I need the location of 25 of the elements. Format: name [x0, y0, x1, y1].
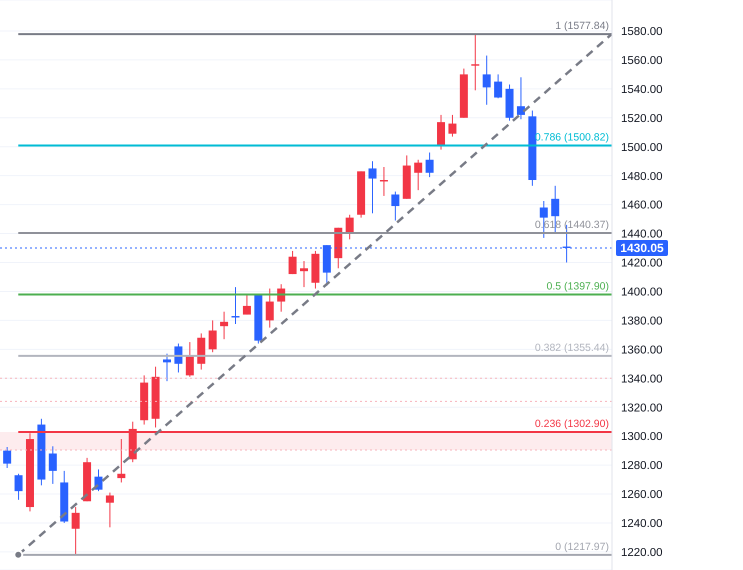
y-tick-label: 1580.00: [621, 26, 663, 38]
y-tick-label: 1500.00: [621, 142, 663, 154]
ref-line-label: 0.382 (1355.44): [534, 342, 609, 354]
y-tick-label: 1460.00: [621, 200, 663, 212]
y-tick-label: 1320.00: [621, 402, 663, 414]
y-tick-label: 1420.00: [621, 258, 663, 270]
y-tick-label: 1480.00: [621, 170, 663, 183]
ref-line-label: 1 (1577.84): [555, 20, 609, 32]
y-tick-label: 1240.00: [621, 518, 663, 530]
y-tick-label: 1400.00: [621, 286, 663, 299]
ref-line-label: 1430.05: [620, 240, 664, 255]
y-tick-label: 1440.00: [621, 228, 663, 241]
y-tick-label: 1360.00: [621, 344, 663, 356]
y-tick-label: 1340.00: [621, 373, 663, 386]
y-tick-label: 1220.00: [621, 546, 663, 559]
ref-line-label: 0 (1217.97): [555, 540, 609, 553]
y-tick-label: 1520.00: [621, 112, 663, 125]
y-tick-label: 1540.00: [621, 84, 663, 96]
ref-line-label: 0.236 (1302.90): [534, 418, 609, 430]
y-tick-label: 1300.00: [621, 431, 663, 444]
y-tick-label: 1380.00: [621, 315, 663, 328]
y-tick-label: 1260.00: [621, 489, 663, 502]
ref-line-label: 0.5 (1397.90): [546, 280, 609, 292]
y-tick-label: 1560.00: [621, 54, 663, 67]
y-tick-label: 1280.00: [621, 460, 663, 472]
